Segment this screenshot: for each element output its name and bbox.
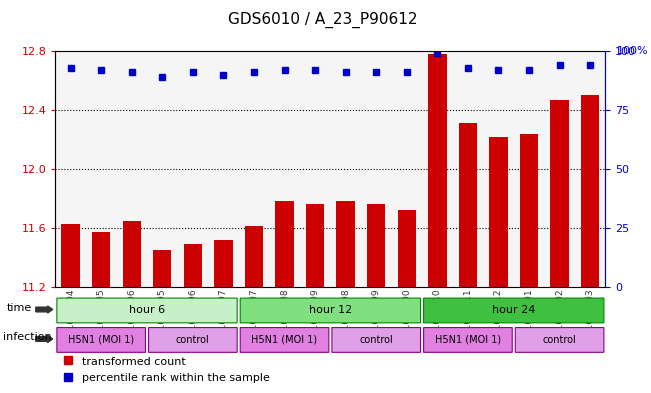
Text: infection: infection [3,332,52,342]
FancyBboxPatch shape [148,328,237,352]
Text: control: control [359,335,393,345]
Bar [245,226,263,287]
Bar [581,95,600,287]
Bar [428,54,447,287]
Text: GDS6010 / A_23_P90612: GDS6010 / A_23_P90612 [228,12,417,28]
Bar [306,204,324,287]
Legend: transformed count, percentile rank within the sample: transformed count, percentile rank withi… [58,351,275,387]
Text: H5N1 (MOI 1): H5N1 (MOI 1) [435,335,501,345]
FancyBboxPatch shape [57,328,145,352]
Bar [550,100,569,287]
FancyBboxPatch shape [516,328,604,352]
Bar [367,204,385,287]
Bar [122,220,141,287]
Text: H5N1 (MOI 1): H5N1 (MOI 1) [251,335,318,345]
FancyBboxPatch shape [424,298,604,323]
FancyBboxPatch shape [240,328,329,352]
FancyBboxPatch shape [57,298,237,323]
Text: H5N1 (MOI 1): H5N1 (MOI 1) [68,335,134,345]
Bar [184,244,202,287]
Bar [337,201,355,287]
Y-axis label: 100%: 100% [617,46,649,56]
Text: hour 6: hour 6 [129,305,165,316]
Text: control: control [176,335,210,345]
Bar [398,210,416,287]
Bar [275,201,294,287]
Text: hour 24: hour 24 [492,305,535,316]
Text: control: control [543,335,577,345]
Bar [520,134,538,287]
Text: time: time [7,303,32,312]
Bar [61,224,80,287]
Bar [92,232,110,287]
FancyBboxPatch shape [332,328,421,352]
Bar [459,123,477,287]
Bar [490,136,508,287]
Text: hour 12: hour 12 [309,305,352,316]
Bar [153,250,171,287]
Bar [214,240,232,287]
FancyBboxPatch shape [240,298,421,323]
FancyBboxPatch shape [424,328,512,352]
